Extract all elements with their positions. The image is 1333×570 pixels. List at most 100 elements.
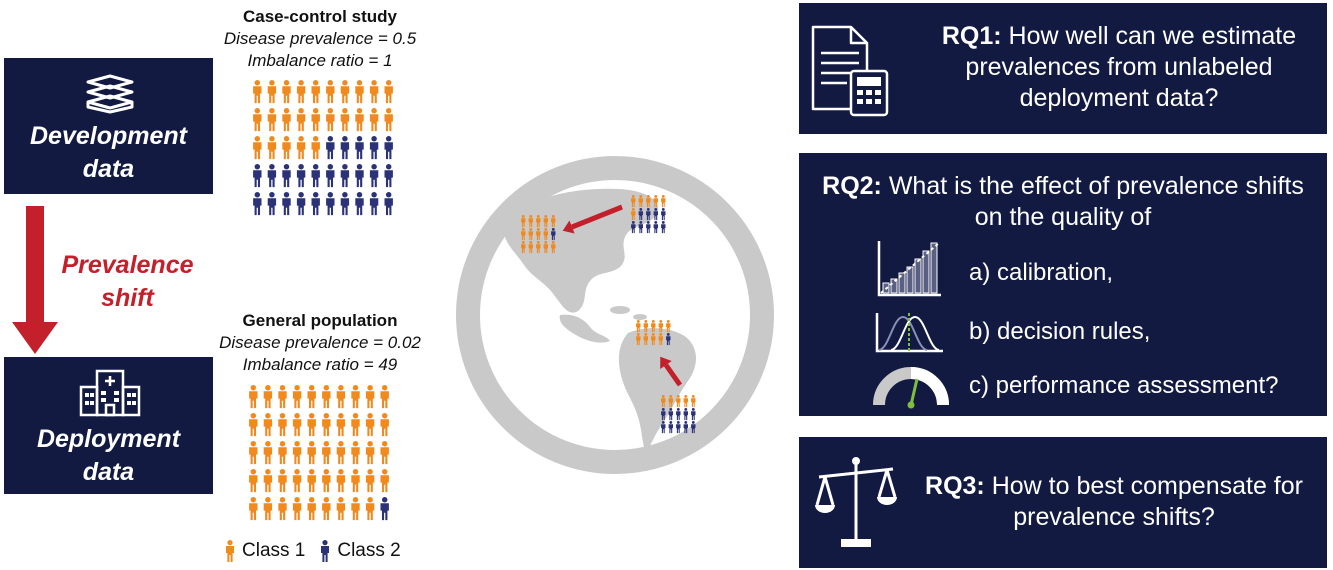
class1-person xyxy=(543,241,548,254)
class1-person xyxy=(536,241,541,254)
class2-person xyxy=(355,192,364,216)
class2-person xyxy=(683,408,688,421)
rq2-item-decision-rules: b) decision rules, xyxy=(969,318,1151,345)
class1-person xyxy=(365,385,375,409)
class1-person xyxy=(292,385,302,409)
rq1-line1: How well can we estimate xyxy=(1008,22,1297,50)
class1-person xyxy=(336,441,346,465)
deployment-data-box: Deployment data xyxy=(4,357,213,494)
class1-person xyxy=(661,195,666,208)
class1-person xyxy=(551,215,556,228)
migration-arrow-north-head xyxy=(562,220,575,234)
class1-person xyxy=(296,80,306,104)
rq1-line2: prevalences from unlabeled xyxy=(965,53,1273,81)
class1-person xyxy=(296,136,306,160)
class1-person xyxy=(278,413,287,437)
class2-person xyxy=(311,164,320,188)
class1-person xyxy=(249,413,258,437)
class1-person xyxy=(543,215,548,228)
class1-person xyxy=(282,80,291,104)
class2-person xyxy=(267,192,277,216)
class2-person-icon xyxy=(321,540,330,562)
case-control-people-grid xyxy=(253,80,393,216)
class1-person xyxy=(691,395,696,408)
class1-person xyxy=(365,441,375,465)
class2-person xyxy=(296,164,306,188)
class2-person xyxy=(340,192,350,216)
class1-person xyxy=(646,195,651,208)
class1-person xyxy=(369,80,379,104)
class2-person xyxy=(369,192,379,216)
rq2-box: RQ2: What is the effect of prevalence sh… xyxy=(799,153,1327,416)
class1-person xyxy=(351,413,360,437)
class1-person xyxy=(351,385,360,409)
class1-person xyxy=(263,385,273,409)
class2-person xyxy=(668,421,673,434)
class1-person xyxy=(636,320,641,333)
class1-person xyxy=(282,108,291,132)
class1-person xyxy=(528,241,533,254)
class1-person xyxy=(282,136,291,160)
class1-person xyxy=(296,108,306,132)
class2-person xyxy=(666,333,671,346)
class2-person xyxy=(253,164,262,188)
class1-person xyxy=(322,385,331,409)
class2-person xyxy=(326,164,335,188)
case-control-prevalence: Disease prevalence = 0.5 xyxy=(223,29,417,48)
class1-person xyxy=(263,441,273,465)
class1-person xyxy=(636,333,641,346)
class1-person xyxy=(336,497,346,521)
rq3-question: RQ3: How to best compensate for prevalen… xyxy=(909,471,1319,533)
globe-illustration xyxy=(456,156,774,474)
deployment-label-line1: Deployment xyxy=(36,425,181,453)
distribution-threshold-icon xyxy=(875,313,943,353)
class1-person xyxy=(528,215,533,228)
class1-person xyxy=(322,413,331,437)
general-population-title: General population xyxy=(242,311,398,330)
hospital-icon xyxy=(79,369,141,417)
prevalence-shift-line1: Prevalence xyxy=(61,251,194,279)
case-control-title: Case-control study xyxy=(243,7,397,26)
class1-person xyxy=(278,441,287,465)
class2-person xyxy=(369,136,379,160)
class2-person xyxy=(653,221,658,234)
class1-person xyxy=(278,469,287,493)
class1-person xyxy=(336,413,346,437)
class1-person xyxy=(267,80,277,104)
class2-person xyxy=(355,136,364,160)
class1-person xyxy=(351,497,360,521)
class1-person xyxy=(253,108,262,132)
class2-person xyxy=(384,192,393,216)
class1-person xyxy=(292,441,302,465)
class1-person xyxy=(249,469,258,493)
class1-person xyxy=(643,333,648,346)
class1-person xyxy=(384,80,393,104)
class1-person xyxy=(365,497,375,521)
books-icon xyxy=(86,74,134,114)
legend: Class 1 Class 2 xyxy=(224,540,415,562)
class1-person xyxy=(536,228,541,241)
class2-person xyxy=(380,497,389,521)
class1-person xyxy=(307,385,316,409)
class1-person xyxy=(311,80,320,104)
class1-person xyxy=(528,228,533,241)
rq2-question: RQ2: What is the effect of prevalence sh… xyxy=(807,171,1319,233)
class1-person xyxy=(263,469,273,493)
class1-person xyxy=(668,395,673,408)
class2-person xyxy=(661,208,666,221)
class1-person xyxy=(351,441,360,465)
class1-person xyxy=(365,413,375,437)
class2-person xyxy=(369,164,379,188)
class1-person xyxy=(311,136,320,160)
class1-person xyxy=(340,108,350,132)
class2-person xyxy=(676,408,681,421)
class2-person xyxy=(683,421,688,434)
development-label-line1: Development xyxy=(30,122,187,150)
class1-person xyxy=(658,333,663,346)
class1-person xyxy=(311,108,320,132)
class1-person xyxy=(278,497,287,521)
rq3-line2: prevalence shifts? xyxy=(1013,503,1215,531)
rq2-label: RQ2: xyxy=(822,172,882,200)
class1-person xyxy=(307,497,316,521)
rq2-item-calibration: a) calibration, xyxy=(969,259,1114,286)
